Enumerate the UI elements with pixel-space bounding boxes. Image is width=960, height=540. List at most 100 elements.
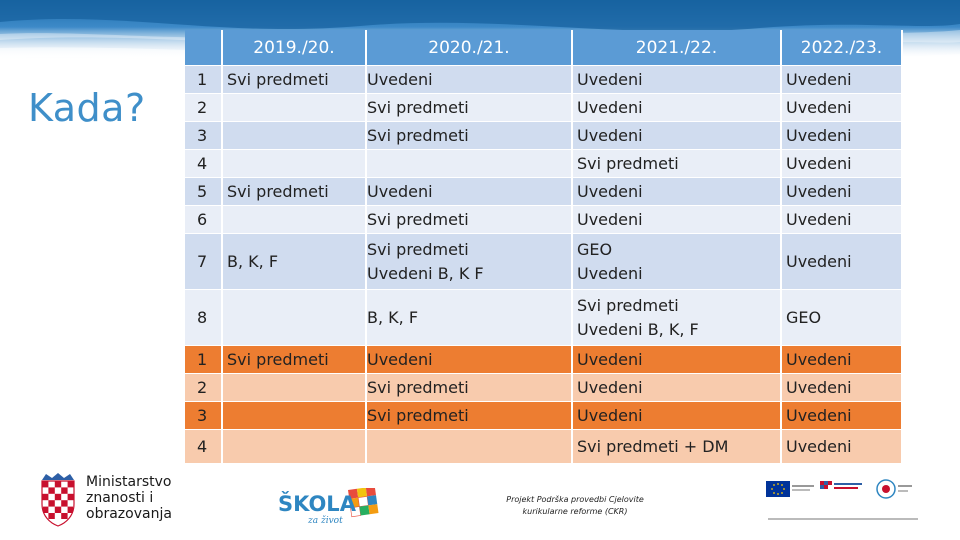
cell-2022: Uvedeni	[781, 233, 903, 290]
cell-line: Uvedeni B, K, F	[577, 319, 699, 339]
table-row: 5 Svi predmeti Uvedeni Uvedeni Uvedeni	[185, 177, 903, 206]
cell-2019	[222, 401, 367, 430]
project-line: kurikularne reforme (CKR)	[522, 507, 628, 516]
table-row: 6 Svi predmeti Uvedeni Uvedeni	[185, 205, 903, 234]
grade-number-cell: 3	[185, 121, 223, 150]
skola-tagline: za život	[307, 515, 343, 526]
cell-2021: Uvedeni	[572, 121, 782, 150]
cell-2022: Uvedeni	[781, 149, 903, 178]
project-caption: Projekt Podrška provedbi Cjelovite kurik…	[490, 494, 660, 518]
cell-line: Uvedeni	[577, 377, 643, 397]
cell-2022: GEO	[781, 289, 903, 346]
cell-line: Uvedeni	[577, 97, 643, 117]
grade-number-cell: 1	[185, 65, 223, 94]
header-cell-2019: 2019./20.	[222, 30, 367, 66]
cell-2019: Svi predmeti	[222, 65, 367, 94]
cell-line: Uvedeni	[367, 181, 433, 201]
cell-2022: Uvedeni	[781, 205, 903, 234]
cell-2019	[222, 429, 367, 464]
cell-2022: Uvedeni	[781, 429, 903, 464]
cell-line: Svi predmeti	[367, 239, 469, 259]
ministry-line: znanosti i	[86, 490, 154, 506]
cell-2020: Svi predmeti	[366, 401, 573, 430]
grade-number-cell: 8	[185, 289, 223, 346]
grade-number-cell: 2	[185, 373, 223, 402]
grade-number-cell: 3	[185, 401, 223, 430]
cell-2022: Uvedeni	[781, 177, 903, 206]
cell-2021: Uvedeni	[572, 401, 782, 430]
table-row: 1 Svi predmeti Uvedeni Uvedeni Uvedeni	[185, 65, 903, 94]
cell-2021: Uvedeni	[572, 65, 782, 94]
ministry-coat-of-arms-logo	[41, 473, 75, 527]
eu-disclaimer-line	[768, 518, 918, 520]
header-cell-2020: 2020./21.	[366, 30, 573, 66]
cell-line: GEO	[577, 239, 613, 259]
cell-line: Uvedeni	[577, 349, 643, 369]
grade-number-cell: 4	[185, 429, 223, 464]
cell-2021: Svi predmeti	[572, 149, 782, 178]
table-row: 3 Svi predmeti Uvedeni Uvedeni	[185, 121, 903, 150]
cell-2020	[366, 149, 573, 178]
project-line: Projekt Podrška provedbi Cjelovite	[506, 495, 644, 504]
cell-2020: Uvedeni	[366, 177, 573, 206]
cell-line: Uvedeni B, K F	[367, 263, 484, 283]
cell-2019: Svi predmeti	[222, 177, 367, 206]
cell-2022: Uvedeni	[781, 121, 903, 150]
skola-za-zivot-logo: ŠKOLA za život	[278, 488, 379, 526]
cell-2020: Uvedeni	[366, 345, 573, 374]
table-row: 3 Svi predmeti Uvedeni Uvedeni	[185, 401, 903, 430]
cell-2020: Svi predmeti	[366, 93, 573, 122]
table-header: 2019./20. 2020./21. 2021./22. 2022./23.	[185, 30, 903, 66]
cell-line: Uvedeni	[577, 125, 643, 145]
cell-line: Uvedeni	[577, 209, 643, 229]
cell-line: Uvedeni	[577, 181, 643, 201]
cell-2021: Uvedeni	[572, 177, 782, 206]
ministry-name: Ministarstvo znanosti i obrazovanja	[86, 474, 172, 522]
skola-logo-text: ŠKOLA	[278, 491, 357, 516]
cell-line: Svi predmeti	[577, 153, 679, 173]
table-row: 2 Svi predmeti Uvedeni Uvedeni	[185, 373, 903, 402]
cell-line: Svi predmeti	[367, 209, 469, 229]
cell-2022: Uvedeni	[781, 373, 903, 402]
grade-number-cell: 7	[185, 233, 223, 290]
cell-line: Uvedeni	[367, 349, 433, 369]
grade-number-cell: 2	[185, 93, 223, 122]
cell-line: Uvedeni	[577, 69, 643, 89]
ministry-line: Ministarstvo	[86, 474, 172, 490]
cell-line: Uvedeni	[577, 405, 643, 425]
cell-line: B, K, F	[367, 307, 419, 327]
table-row: 8 B, K, F Svi predmeti Uvedeni B, K, F GEO	[185, 289, 903, 346]
ministry-line: obrazovanja	[86, 506, 172, 522]
grade-number-cell: 5	[185, 177, 223, 206]
cell-2022: Uvedeni	[781, 93, 903, 122]
cell-line: Svi predmeti	[577, 295, 679, 315]
cell-2021: Uvedeni	[572, 345, 782, 374]
table-row: 7 B, K, F Svi predmeti Uvedeni B, K F GEO Uve…	[185, 233, 903, 290]
cell-2019	[222, 149, 367, 178]
cell-2020: Svi predmeti	[366, 121, 573, 150]
header-cell-2021: 2021./22.	[572, 30, 782, 66]
cell-2019	[222, 373, 367, 402]
cell-line: Uvedeni	[577, 263, 643, 283]
cell-2019	[222, 289, 367, 346]
cell-line: Svi predmeti + DM	[577, 436, 729, 456]
cell-2022: Uvedeni	[781, 345, 903, 374]
slide-title: Kada?	[28, 86, 146, 130]
grade-number-cell: 6	[185, 205, 223, 234]
cell-2021: Uvedeni	[572, 93, 782, 122]
grade-number-cell: 4	[185, 149, 223, 178]
cell-2020: Svi predmeti	[366, 205, 573, 234]
cell-2020	[366, 429, 573, 464]
grade-number-cell: 1	[185, 345, 223, 374]
cell-line: Uvedeni	[367, 69, 433, 89]
table-row: 1 Svi predmeti Uvedeni Uvedeni Uvedeni	[185, 345, 903, 374]
cell-2020: Uvedeni	[366, 65, 573, 94]
cell-2019: B, K, F	[222, 233, 367, 290]
cell-line: Svi predmeti	[367, 377, 469, 397]
cell-2019	[222, 121, 367, 150]
cell-2022: Uvedeni	[781, 65, 903, 94]
cell-2021: Svi predmeti + DM	[572, 429, 782, 464]
cell-2019	[222, 93, 367, 122]
cell-2019	[222, 205, 367, 234]
